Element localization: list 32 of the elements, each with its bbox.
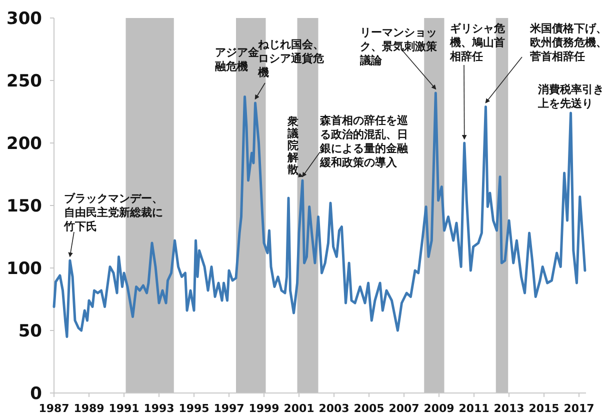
y-tick-label: 150 <box>6 196 42 216</box>
y-tick-label: 300 <box>6 9 42 29</box>
x-tick-label: 2007 <box>388 402 420 415</box>
x-tick-label: 2005 <box>354 402 384 415</box>
annotation: 森首相の辞任を巡る政治的混乱、日銀による量的金融緩和政策の導入 <box>320 114 409 170</box>
x-tick-label: 1989 <box>74 402 104 415</box>
x-tick-label: 2001 <box>284 402 314 415</box>
x-tick-label: 2013 <box>494 402 524 415</box>
y-tick-label: 0 <box>30 384 42 404</box>
annotation: アジア金融危機 <box>214 46 259 73</box>
annotation: リーマンショック、景気刺激策議論 <box>360 26 438 68</box>
x-tick-label: 2017 <box>564 402 594 415</box>
x-tick-label: 2011 <box>458 402 490 415</box>
x-tick-label: 1999 <box>248 402 280 415</box>
y-tick-label: 200 <box>6 134 42 154</box>
x-tick-label: 1987 <box>38 402 70 415</box>
y-tick-label: 100 <box>6 259 42 279</box>
annotation: 消費税率引き上を先送り <box>538 83 605 111</box>
x-tick-label: 1991 <box>108 402 140 415</box>
annotation: 衆議院解散 <box>287 115 299 176</box>
x-tick-label: 2015 <box>528 402 560 415</box>
x-tick-label: 1997 <box>214 402 244 415</box>
y-tick-label: 50 <box>18 322 42 342</box>
x-tick-label: 2003 <box>318 402 350 415</box>
annotation: ねじれ国会、ロシア通貨危機 <box>258 38 325 80</box>
annotation: ギリシャ危機、鳩山首相辞任 <box>450 22 506 64</box>
x-tick-label: 1993 <box>144 402 174 415</box>
x-tick-label: 1995 <box>178 402 210 415</box>
annotation: ブラックマンデー、自由民主党新総裁に竹下氏 <box>64 192 164 234</box>
annotation: 米国債格下げ、欧州債務危機、菅首相辞任 <box>530 22 608 64</box>
y-tick-label: 250 <box>6 72 42 92</box>
x-tick-label: 2009 <box>424 402 454 415</box>
